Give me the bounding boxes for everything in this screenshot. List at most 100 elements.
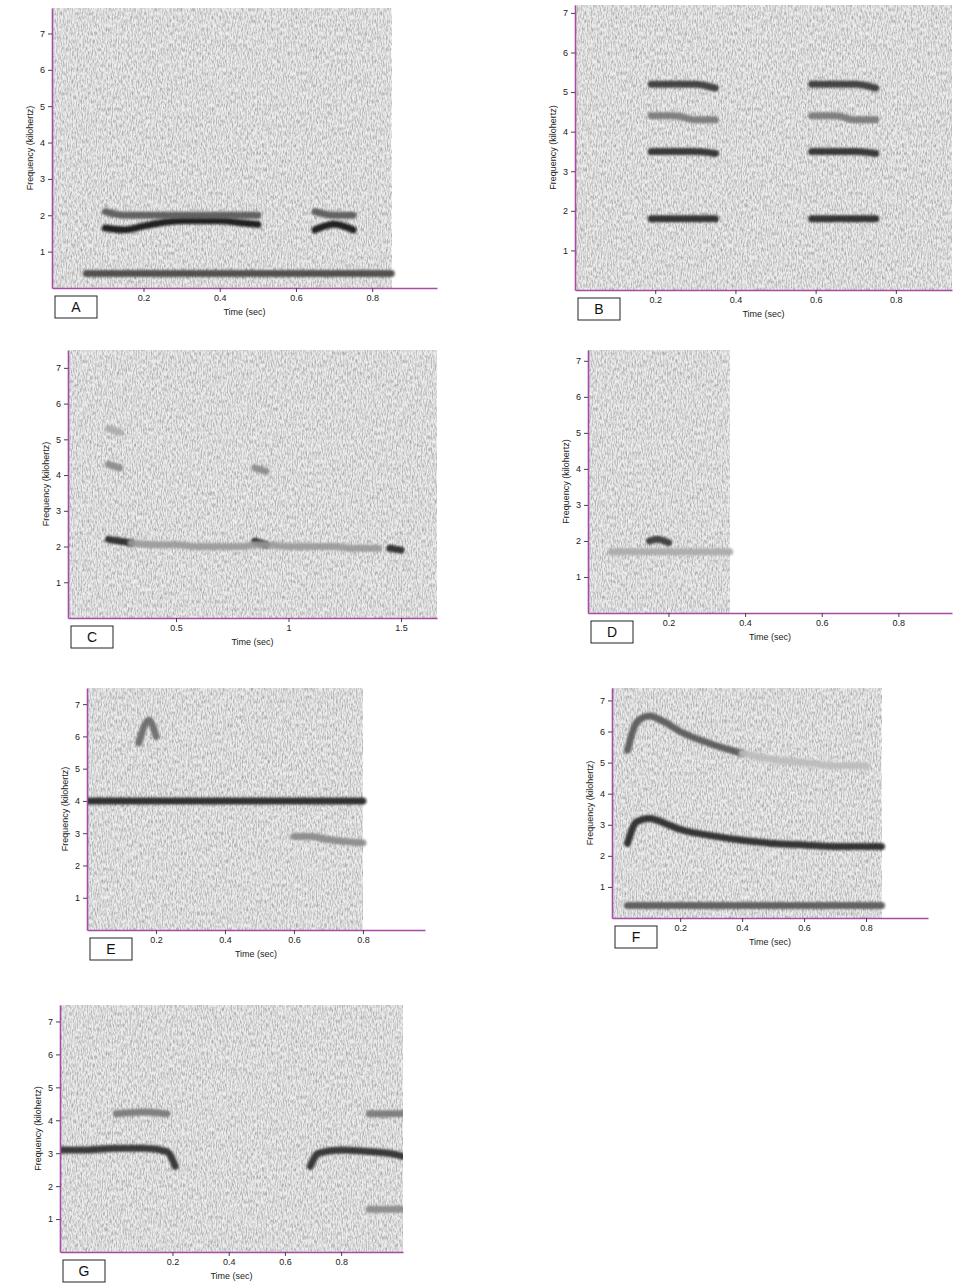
axis-line: [60, 1006, 62, 1253]
tick-mark: [64, 582, 68, 583]
tick: 1: [40, 247, 52, 257]
spectrogram-noise: [588, 350, 730, 613]
plot-area: [612, 688, 882, 918]
spectrogram-ground: [68, 350, 437, 618]
tick-mark: [571, 211, 575, 212]
tick: 4: [56, 470, 68, 480]
tick: 6: [48, 1050, 60, 1060]
panel-letter-box: [578, 298, 620, 320]
tick: 0.6: [290, 288, 303, 303]
tick-label: 4: [40, 138, 45, 148]
tick: 7: [600, 696, 612, 706]
tick: 0.4: [730, 290, 743, 305]
tick-label: 2: [563, 206, 568, 216]
tick-label: 5: [56, 435, 61, 445]
tick-label: 5: [48, 1083, 53, 1093]
tick-label: 7: [75, 700, 80, 710]
tick: 1.5: [395, 618, 408, 633]
energy-band: [105, 212, 353, 216]
tick: 1: [56, 578, 68, 588]
tick-mark: [56, 1120, 60, 1121]
x-axis-title: Time (sec): [749, 632, 791, 642]
y-axis: 1234567: [576, 351, 589, 614]
spectrogram-ground: [588, 350, 730, 613]
y-axis-title: Frequency (kilohertz): [60, 767, 70, 852]
tick-label: 0.4: [214, 293, 227, 303]
plot-area: [588, 350, 730, 613]
tick-label: 2: [40, 211, 45, 221]
tick: 1: [286, 618, 291, 633]
spectrogram-ground: [87, 688, 363, 930]
tick-label: 3: [56, 506, 61, 516]
energy-band: [105, 221, 353, 230]
tick-label: 4: [48, 1116, 53, 1126]
energy-band: [131, 543, 379, 548]
tick: 3: [600, 820, 612, 830]
tick: 2: [56, 542, 68, 552]
tick-mark: [83, 801, 87, 802]
tick-mark: [804, 918, 805, 922]
tick-label: 0.4: [730, 295, 743, 305]
tick: 0.2: [663, 613, 676, 628]
tick-label: 0.6: [290, 293, 303, 303]
tick-label: 2: [75, 861, 80, 871]
tick-mark: [176, 618, 177, 622]
tick: 2: [600, 851, 612, 861]
tick-label: 0.8: [893, 618, 906, 628]
panel-letter-box: [615, 926, 657, 948]
tick: 6: [576, 392, 588, 402]
tick-label: 1: [576, 572, 581, 582]
tick-label: 2: [576, 536, 581, 546]
tick: 0.6: [816, 613, 829, 628]
tick: 0.4: [223, 1252, 236, 1267]
tick: 7: [563, 8, 575, 18]
panel: 0.20.40.60.81234567Time (sec)Frequency (…: [33, 1005, 404, 1282]
tick-label: 0.8: [860, 923, 873, 933]
x-axis: 0.20.40.60.8: [613, 918, 929, 933]
tick-mark: [64, 475, 68, 476]
tick-mark: [64, 368, 68, 369]
spectrogram-noise: [612, 688, 882, 918]
tick-mark: [64, 547, 68, 548]
tick: 5: [576, 428, 588, 438]
tick: 2: [563, 206, 575, 216]
tick-label: 6: [600, 727, 605, 737]
axis-line: [575, 6, 577, 291]
tick: 1: [563, 246, 575, 256]
spectrogram-ground: [575, 5, 952, 290]
tick-label: 6: [75, 732, 80, 742]
tick-mark: [745, 613, 746, 617]
tick: 2: [40, 211, 52, 221]
tick-mark: [584, 433, 588, 434]
tick-mark: [229, 1252, 230, 1256]
tick-label: 7: [563, 8, 568, 18]
energy-band: [742, 753, 866, 765]
tick: 5: [48, 1083, 60, 1093]
tick-label: 7: [56, 363, 61, 373]
y-axis: 1234567: [75, 689, 88, 931]
tick-mark: [48, 33, 52, 34]
tick-label: 0.6: [798, 923, 811, 933]
tick-mark: [742, 918, 743, 922]
panel-letter: G: [79, 1263, 90, 1279]
y-axis: 1234567: [48, 1006, 61, 1253]
x-axis-title: Time (sec): [235, 949, 277, 959]
spectrogram-noise: [52, 8, 391, 288]
tick: 4: [600, 789, 612, 799]
tick-mark: [48, 179, 52, 180]
tick: 7: [48, 1017, 60, 1027]
tick-label: 0.8: [357, 935, 370, 945]
tick-mark: [898, 613, 899, 617]
tick: 0.6: [279, 1252, 292, 1267]
tick-label: 0.8: [890, 295, 903, 305]
tick: 4: [563, 127, 575, 137]
energy-band: [60, 1148, 403, 1166]
tick-mark: [584, 361, 588, 362]
tick: 3: [563, 167, 575, 177]
tick: 0.8: [357, 930, 370, 945]
tick-label: 6: [56, 399, 61, 409]
tick-label: 5: [600, 758, 605, 768]
tick-mark: [296, 288, 297, 292]
tick-label: 1: [48, 1214, 53, 1224]
tick: 1: [600, 882, 612, 892]
